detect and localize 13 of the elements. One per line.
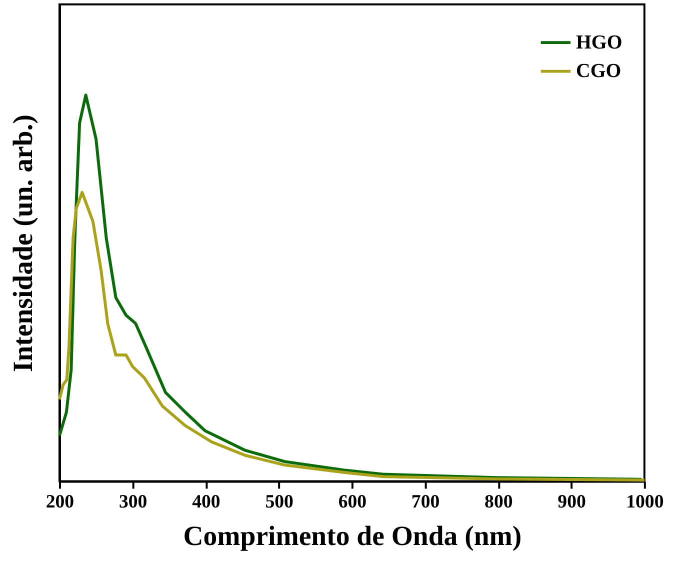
x-tick-label: 500 (265, 492, 294, 513)
x-tick-label: 200 (46, 492, 74, 513)
x-tick-label: 300 (118, 492, 148, 513)
x-axis-title: Comprimento de Onda (nm) (183, 521, 522, 552)
legend-label: HGO (576, 32, 622, 54)
y-axis-title: Intensidade (un. arb.) (8, 114, 40, 372)
x-tick-label: 900 (558, 492, 586, 513)
x-tick-label: 800 (484, 492, 513, 513)
x-tick-label: 1000 (626, 492, 664, 513)
legend-label: CGO (576, 60, 622, 82)
x-tick-label: 600 (338, 492, 367, 513)
x-tick-label: 400 (192, 492, 220, 513)
x-tick-label: 700 (411, 492, 440, 513)
